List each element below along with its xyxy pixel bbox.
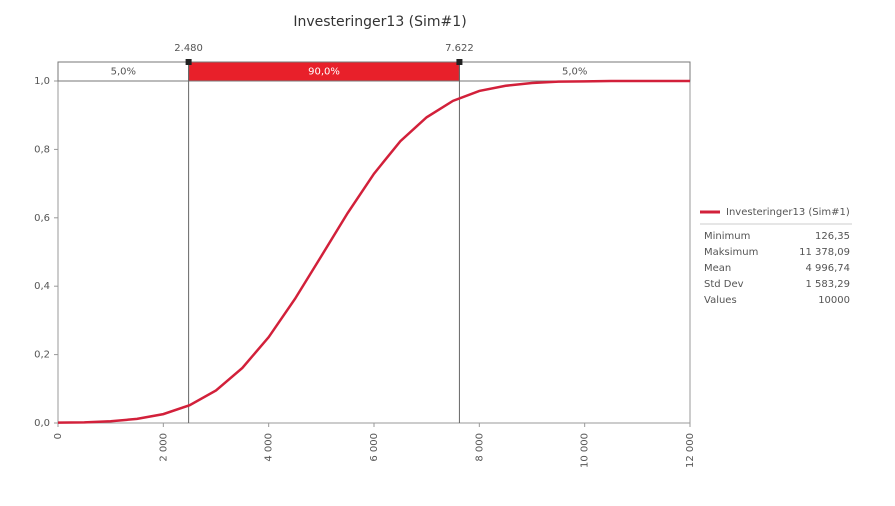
x-tick-label: 4 000 xyxy=(264,433,275,462)
x-tick-label: 12 000 xyxy=(685,433,696,468)
cdf-line xyxy=(57,79,690,424)
delimiter-handle xyxy=(185,59,192,65)
band-label: 5,0% xyxy=(562,67,587,78)
y-tick-label: 1,0 xyxy=(34,76,50,87)
stat-label: Minimum xyxy=(704,231,750,242)
y-tick-label: 0,0 xyxy=(34,418,50,429)
stat-value: 11 378,09 xyxy=(799,247,850,258)
x-tick-label: 6 000 xyxy=(369,433,380,462)
delimiter-label: 7.622 xyxy=(445,43,474,54)
band-label: 90,0% xyxy=(308,67,340,78)
stat-label: Mean xyxy=(704,263,731,274)
stat-label: Maksimum xyxy=(704,247,758,258)
stat-value: 126,35 xyxy=(815,231,850,242)
x-tick-label: 8 000 xyxy=(474,433,485,462)
delimiter-label: 2.480 xyxy=(174,43,203,54)
x-tick-label: 10 000 xyxy=(580,433,591,468)
stat-value: 1 583,29 xyxy=(805,279,850,290)
legend-label: Investeringer13 (Sim#1) xyxy=(726,207,850,218)
delimiter-handle xyxy=(456,59,463,65)
stat-value: 4 996,74 xyxy=(805,263,850,274)
x-tick-label: 0 xyxy=(53,433,64,439)
band-label: 5,0% xyxy=(111,67,136,78)
stat-value: 10000 xyxy=(818,295,850,306)
stat-label: Std Dev xyxy=(704,279,744,290)
chart-title: Investeringer13 (Sim#1) xyxy=(293,14,466,30)
x-tick-label: 2 000 xyxy=(158,433,169,462)
y-tick-label: 0,2 xyxy=(34,350,50,361)
y-tick-label: 0,8 xyxy=(34,144,50,155)
stat-label: Values xyxy=(704,295,737,306)
y-tick-label: 0,6 xyxy=(34,213,50,224)
y-tick-label: 0,4 xyxy=(34,281,50,292)
